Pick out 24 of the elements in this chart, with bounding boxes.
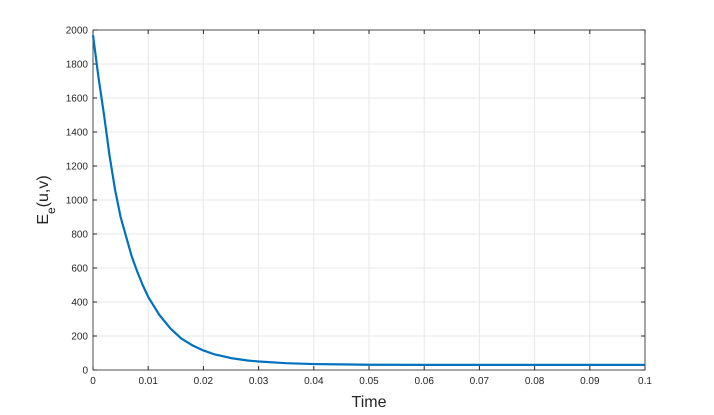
y-tick-label: 1200 <box>66 162 88 172</box>
x-tick-label: 0.01 <box>138 376 158 387</box>
y-tick-label: 1800 <box>66 60 88 70</box>
y-tick-label: 200 <box>71 332 88 342</box>
y-tick-label: 1400 <box>66 128 88 138</box>
y-tick-label: 1000 <box>66 196 88 206</box>
x-tick-label: 0.04 <box>304 376 324 387</box>
x-tick-label: 0.06 <box>414 376 434 387</box>
y-tick-label: 1600 <box>66 94 88 104</box>
line-series <box>92 34 646 366</box>
x-tick-label: 0.05 <box>359 376 380 387</box>
x-axis-title: Time <box>352 394 387 411</box>
y-tick-label: 800 <box>71 230 88 240</box>
y-tick-label: 400 <box>71 298 88 308</box>
y-tick-label: 0 <box>82 366 88 376</box>
x-tick-label: 0.07 <box>470 376 490 387</box>
x-tick-label: 0 <box>90 376 96 387</box>
x-tick-label: 0.08 <box>524 376 545 387</box>
x-tick-label: 0.09 <box>580 376 600 387</box>
x-tick-label: 0.02 <box>194 376 214 387</box>
y-tick-label: 600 <box>71 264 88 274</box>
x-tick-label: 0.03 <box>248 376 269 387</box>
x-tick-label: 0.1 <box>638 376 652 387</box>
y-tick-label: 2000 <box>66 26 88 36</box>
